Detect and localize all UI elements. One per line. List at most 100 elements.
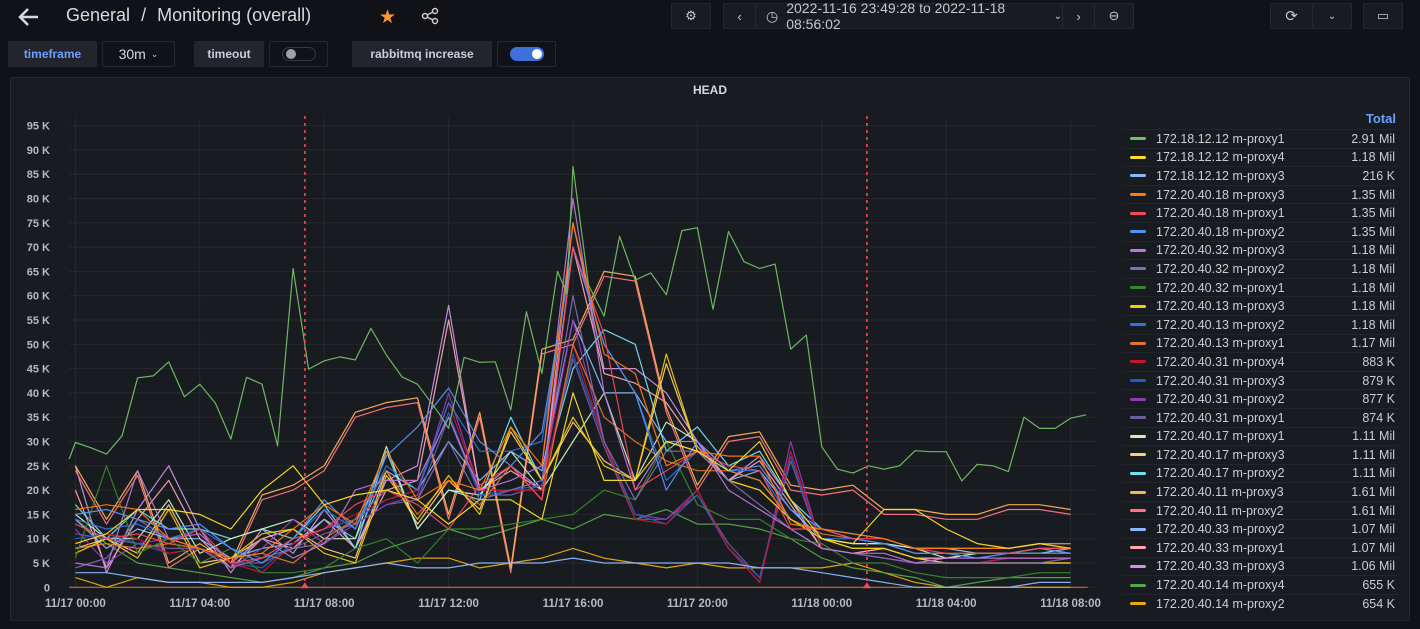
series-color-swatch[interactable] [1130,379,1146,383]
legend-item[interactable]: 172.20.40.18 m-proxy1 1.35 Mil [1122,203,1398,222]
legend-item[interactable]: 172.20.40.11 m-proxy3 1.61 Mil [1122,482,1398,501]
legend-item[interactable]: 172.20.40.14 m-proxy4 655 K [1122,575,1398,594]
legend-item[interactable]: 172.20.40.11 m-proxy2 1.61 Mil [1122,500,1398,520]
legend-item[interactable]: 172.20.40.18 m-proxy2 1.35 Mil [1122,221,1398,241]
series-color-swatch[interactable] [1130,434,1146,438]
series-color-swatch[interactable] [1130,174,1146,178]
series-color-swatch[interactable] [1130,323,1146,327]
series-line[interactable] [75,547,1071,588]
legend-item[interactable]: 172.20.40.13 m-proxy2 1.18 Mil [1122,314,1398,334]
panel-title[interactable]: HEAD [692,83,727,97]
legend-item[interactable]: 172.20.40.32 m-proxy3 1.18 Mil [1122,240,1398,260]
series-line[interactable] [75,353,1071,569]
series-color-swatch[interactable] [1130,416,1146,420]
legend-item[interactable]: 172.20.40.32 m-proxy2 1.18 Mil [1122,259,1398,278]
series-color-swatch[interactable] [1130,193,1146,197]
legend-item[interactable]: 172.20.40.31 m-proxy1 874 K [1122,407,1398,427]
refresh-interval-dropdown[interactable]: ⌄ [1312,3,1352,29]
series-line[interactable] [75,222,1071,559]
series-color-swatch[interactable] [1130,137,1146,141]
x-tick-label: 11/17 04:00 [169,598,230,610]
legend-item[interactable]: 172.20.40.31 m-proxy2 877 K [1122,389,1398,408]
legend-series-name: 172.20.40.18 m-proxy2 [1156,224,1285,239]
series-line[interactable] [75,295,1071,569]
series-color-swatch[interactable] [1130,248,1146,252]
series-line[interactable] [75,392,1071,559]
series-color-swatch[interactable] [1130,267,1146,271]
share-icon[interactable] [421,7,439,30]
legend-item[interactable]: 172.20.40.33 m-proxy3 1.06 Mil [1122,556,1398,576]
legend-series-total: 1.06 Mil [1351,559,1395,574]
legend-series-name: 172.20.40.17 m-proxy3 [1156,447,1285,462]
series-color-swatch[interactable] [1130,453,1146,457]
dashboard-settings-button[interactable]: ⚙ [671,3,711,29]
legend-item[interactable]: 172.20.40.17 m-proxy2 1.11 Mil [1122,463,1398,483]
legend-series-name: 172.20.40.14 m-proxy2 [1156,596,1285,611]
legend-item[interactable]: 172.20.40.13 m-proxy1 1.17 Mil [1122,333,1398,353]
line-chart[interactable]: 0 5 K 10 K 15 K 20 K 25 K 30 K 35 K 40 K 45 K 50 K… [0,0,1118,629]
series-line[interactable] [75,557,1071,588]
timeframe-select[interactable]: 30m ⌄ [102,41,175,67]
variable-label-timeout: timeout [194,41,264,67]
zoom-out-button[interactable]: ⊖ [1094,3,1134,29]
legend-item[interactable]: 172.20.40.33 m-proxy1 1.07 Mil [1122,538,1398,557]
series-color-swatch[interactable] [1130,397,1146,401]
rabbitmq-increase-toggle[interactable] [497,41,556,67]
series-color-swatch[interactable] [1130,527,1146,531]
series-color-swatch[interactable] [1130,490,1146,494]
series-line[interactable] [75,508,1071,588]
legend-item[interactable]: 172.20.40.13 m-proxy3 1.18 Mil [1122,296,1398,315]
y-tick-label: 35 K [27,412,50,424]
legend-item[interactable]: 172.20.40.18 m-proxy3 1.35 Mil [1122,184,1398,204]
legend-series-name: 172.20.40.11 m-proxy3 [1156,485,1284,500]
legend-item[interactable]: 172.18.12.12 m-proxy4 1.18 Mil [1122,147,1398,167]
x-tick-label: 11/17 12:00 [418,598,479,610]
star-icon[interactable]: ★ [379,7,397,28]
series-color-swatch[interactable] [1130,471,1146,475]
dashboard-title[interactable]: Monitoring (overall) [157,5,312,25]
legend-item[interactable]: 172.20.40.31 m-proxy3 879 K [1122,370,1398,390]
legend-series-total: 1.07 Mil [1351,522,1395,537]
series-color-swatch[interactable] [1130,509,1146,513]
time-shift-forward-button[interactable]: › [1062,3,1095,29]
legend-series-total: 655 K [1362,578,1395,593]
series-color-swatch[interactable] [1130,341,1146,345]
legend-item[interactable]: 172.20.40.32 m-proxy1 1.18 Mil [1122,277,1398,297]
legend-series-name: 172.20.40.32 m-proxy3 [1156,243,1285,258]
annotation-marker[interactable] [862,582,871,589]
legend-header-total[interactable]: Total [1365,111,1396,126]
series-color-swatch[interactable] [1130,155,1146,159]
series-color-swatch[interactable] [1130,602,1146,606]
y-tick-label: 95 K [27,121,50,133]
series-color-swatch[interactable] [1130,304,1146,308]
legend-item[interactable]: 172.20.40.33 m-proxy2 1.07 Mil [1122,519,1398,538]
x-tick-label: 11/17 20:00 [667,598,728,610]
tv-mode-button[interactable]: ▭ [1363,3,1403,29]
series-color-swatch[interactable] [1130,211,1146,215]
series-line[interactable] [75,392,1071,550]
y-tick-label: 70 K [27,242,50,254]
legend-item[interactable]: 172.20.40.31 m-proxy4 883 K [1122,352,1398,371]
series-line[interactable] [68,165,1087,482]
breadcrumb-folder[interactable]: General [66,5,131,25]
legend-item[interactable]: 172.18.12.12 m-proxy1 2.91 Mil [1122,129,1398,148]
legend-item[interactable]: 172.20.40.17 m-proxy1 1.11 Mil [1122,426,1398,446]
annotation-marker[interactable] [300,582,309,589]
legend-item[interactable]: 172.20.40.17 m-proxy3 1.11 Mil [1122,445,1398,464]
series-color-swatch[interactable] [1130,230,1146,234]
series-color-swatch[interactable] [1130,360,1146,364]
series-color-swatch[interactable] [1130,583,1146,587]
timeout-toggle[interactable] [269,41,328,67]
legend-item[interactable]: 172.18.12.12 m-proxy3 216 K [1122,166,1398,185]
series-color-swatch[interactable] [1130,546,1146,550]
clock-icon: ◷ [766,7,779,24]
series-color-swatch[interactable] [1130,564,1146,568]
time-picker[interactable]: ◷ 2022-11-16 23:49:28 to 2022-11-18 08:5… [755,0,1063,32]
breadcrumb: General / Monitoring (overall) [66,5,311,26]
series-line[interactable] [75,197,1071,569]
legend-series-name: 172.20.40.32 m-proxy2 [1156,261,1285,276]
refresh-button[interactable]: ⟳ [1270,3,1313,29]
back-button[interactable] [16,6,42,28]
series-color-swatch[interactable] [1130,286,1146,290]
legend-item[interactable]: 172.20.40.14 m-proxy2 654 K [1122,593,1398,613]
